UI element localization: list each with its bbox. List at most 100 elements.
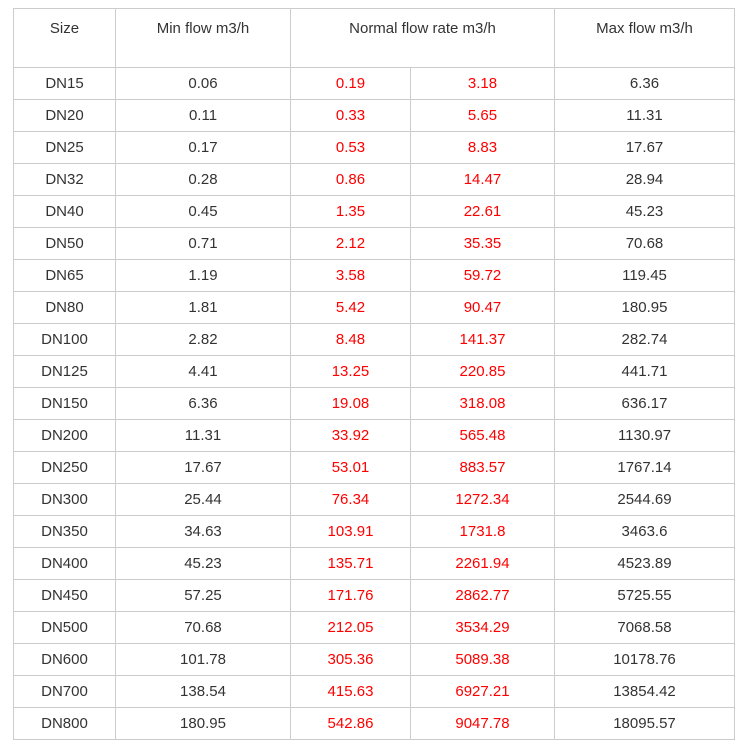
table-row: DN25 0.17 0.53 8.83 17.67 bbox=[13, 131, 735, 164]
table-row: DN15 0.06 0.19 3.18 6.36 bbox=[13, 67, 735, 100]
table-row: DN500 70.68 212.05 3534.29 7068.58 bbox=[13, 611, 735, 644]
max-flow-cell: 13854.42 bbox=[554, 675, 735, 708]
min-flow-cell: 1.19 bbox=[115, 259, 291, 292]
max-flow-cell: 17.67 bbox=[554, 131, 735, 164]
min-flow-cell: 1.81 bbox=[115, 291, 291, 324]
normal-flow-high-cell: 2261.94 bbox=[410, 547, 555, 580]
size-cell: DN350 bbox=[13, 515, 116, 548]
normal-flow-high-cell: 565.48 bbox=[410, 419, 555, 452]
normal-flow-low-cell: 1.35 bbox=[290, 195, 411, 228]
min-flow-cell: 25.44 bbox=[115, 483, 291, 516]
max-flow-cell: 636.17 bbox=[554, 387, 735, 420]
min-flow-cell: 70.68 bbox=[115, 611, 291, 644]
normal-flow-low-cell: 171.76 bbox=[290, 579, 411, 612]
min-flow-cell: 101.78 bbox=[115, 643, 291, 676]
normal-flow-high-cell: 90.47 bbox=[410, 291, 555, 324]
size-cell: DN125 bbox=[13, 355, 116, 388]
size-header: Size bbox=[13, 8, 116, 68]
min-flow-header: Min flow m3/h bbox=[115, 8, 291, 68]
normal-flow-low-cell: 542.86 bbox=[290, 707, 411, 740]
min-flow-cell: 34.63 bbox=[115, 515, 291, 548]
max-flow-cell: 441.71 bbox=[554, 355, 735, 388]
table-row: DN800 180.95 542.86 9047.78 18095.57 bbox=[13, 707, 735, 740]
max-flow-cell: 1130.97 bbox=[554, 419, 735, 452]
min-flow-cell: 2.82 bbox=[115, 323, 291, 356]
normal-flow-high-cell: 14.47 bbox=[410, 163, 555, 196]
max-flow-cell: 11.31 bbox=[554, 99, 735, 132]
min-flow-cell: 138.54 bbox=[115, 675, 291, 708]
normal-flow-low-cell: 33.92 bbox=[290, 419, 411, 452]
table-row: DN80 1.81 5.42 90.47 180.95 bbox=[13, 291, 735, 324]
size-cell: DN50 bbox=[13, 227, 116, 260]
normal-flow-high-cell: 220.85 bbox=[410, 355, 555, 388]
min-flow-cell: 4.41 bbox=[115, 355, 291, 388]
size-cell: DN40 bbox=[13, 195, 116, 228]
min-flow-cell: 45.23 bbox=[115, 547, 291, 580]
size-cell: DN15 bbox=[13, 67, 116, 100]
min-flow-cell: 6.36 bbox=[115, 387, 291, 420]
normal-flow-low-cell: 0.19 bbox=[290, 67, 411, 100]
max-flow-cell: 4523.89 bbox=[554, 547, 735, 580]
max-flow-header: Max flow m3/h bbox=[554, 8, 735, 68]
max-flow-cell: 10178.76 bbox=[554, 643, 735, 676]
normal-flow-high-cell: 5089.38 bbox=[410, 643, 555, 676]
table-row: DN150 6.36 19.08 318.08 636.17 bbox=[13, 387, 735, 420]
table-row: DN40 0.45 1.35 22.61 45.23 bbox=[13, 195, 735, 228]
size-cell: DN200 bbox=[13, 419, 116, 452]
size-cell: DN100 bbox=[13, 323, 116, 356]
normal-flow-high-cell: 5.65 bbox=[410, 99, 555, 132]
max-flow-cell: 45.23 bbox=[554, 195, 735, 228]
normal-flow-low-cell: 3.58 bbox=[290, 259, 411, 292]
min-flow-cell: 0.06 bbox=[115, 67, 291, 100]
normal-flow-high-cell: 8.83 bbox=[410, 131, 555, 164]
size-cell: DN500 bbox=[13, 611, 116, 644]
size-cell: DN450 bbox=[13, 579, 116, 612]
table-row: DN450 57.25 171.76 2862.77 5725.55 bbox=[13, 579, 735, 612]
normal-flow-low-cell: 76.34 bbox=[290, 483, 411, 516]
normal-flow-high-cell: 3534.29 bbox=[410, 611, 555, 644]
normal-flow-low-cell: 0.86 bbox=[290, 163, 411, 196]
normal-flow-low-cell: 5.42 bbox=[290, 291, 411, 324]
size-cell: DN800 bbox=[13, 707, 116, 740]
min-flow-cell: 17.67 bbox=[115, 451, 291, 484]
max-flow-cell: 28.94 bbox=[554, 163, 735, 196]
table-row: DN50 0.71 2.12 35.35 70.68 bbox=[13, 227, 735, 260]
max-flow-cell: 7068.58 bbox=[554, 611, 735, 644]
max-flow-cell: 180.95 bbox=[554, 291, 735, 324]
size-cell: DN80 bbox=[13, 291, 116, 324]
normal-flow-high-cell: 9047.78 bbox=[410, 707, 555, 740]
normal-flow-header: Normal flow rate m3/h bbox=[290, 8, 555, 68]
min-flow-cell: 0.45 bbox=[115, 195, 291, 228]
min-flow-cell: 0.17 bbox=[115, 131, 291, 164]
table-row: DN600 101.78 305.36 5089.38 10178.76 bbox=[13, 643, 735, 676]
max-flow-cell: 6.36 bbox=[554, 67, 735, 100]
header-row: Size Min flow m3/h Normal flow rate m3/h… bbox=[13, 8, 735, 68]
normal-flow-high-cell: 35.35 bbox=[410, 227, 555, 260]
table-row: DN32 0.28 0.86 14.47 28.94 bbox=[13, 163, 735, 196]
size-cell: DN32 bbox=[13, 163, 116, 196]
table-row: DN200 11.31 33.92 565.48 1130.97 bbox=[13, 419, 735, 452]
normal-flow-low-cell: 415.63 bbox=[290, 675, 411, 708]
normal-flow-low-cell: 2.12 bbox=[290, 227, 411, 260]
min-flow-cell: 57.25 bbox=[115, 579, 291, 612]
normal-flow-low-cell: 103.91 bbox=[290, 515, 411, 548]
size-cell: DN700 bbox=[13, 675, 116, 708]
normal-flow-low-cell: 53.01 bbox=[290, 451, 411, 484]
normal-flow-low-cell: 135.71 bbox=[290, 547, 411, 580]
normal-flow-high-cell: 1731.8 bbox=[410, 515, 555, 548]
table-row: DN100 2.82 8.48 141.37 282.74 bbox=[13, 323, 735, 356]
min-flow-cell: 11.31 bbox=[115, 419, 291, 452]
normal-flow-low-cell: 8.48 bbox=[290, 323, 411, 356]
size-cell: DN25 bbox=[13, 131, 116, 164]
normal-flow-high-cell: 59.72 bbox=[410, 259, 555, 292]
size-cell: DN400 bbox=[13, 547, 116, 580]
table-row: DN300 25.44 76.34 1272.34 2544.69 bbox=[13, 483, 735, 516]
normal-flow-low-cell: 305.36 bbox=[290, 643, 411, 676]
normal-flow-low-cell: 0.53 bbox=[290, 131, 411, 164]
normal-flow-high-cell: 883.57 bbox=[410, 451, 555, 484]
min-flow-cell: 0.28 bbox=[115, 163, 291, 196]
page: Size Min flow m3/h Normal flow rate m3/h… bbox=[0, 8, 750, 749]
size-cell: DN65 bbox=[13, 259, 116, 292]
normal-flow-high-cell: 6927.21 bbox=[410, 675, 555, 708]
size-cell: DN300 bbox=[13, 483, 116, 516]
